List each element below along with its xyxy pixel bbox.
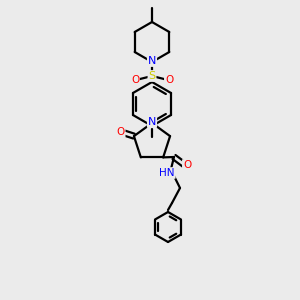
Text: N: N — [148, 117, 156, 127]
Text: O: O — [131, 75, 139, 85]
Text: O: O — [183, 160, 191, 170]
Text: HN: HN — [159, 168, 175, 178]
Text: S: S — [148, 71, 156, 81]
Text: N: N — [148, 56, 156, 66]
Text: O: O — [116, 127, 125, 137]
Text: O: O — [165, 75, 173, 85]
